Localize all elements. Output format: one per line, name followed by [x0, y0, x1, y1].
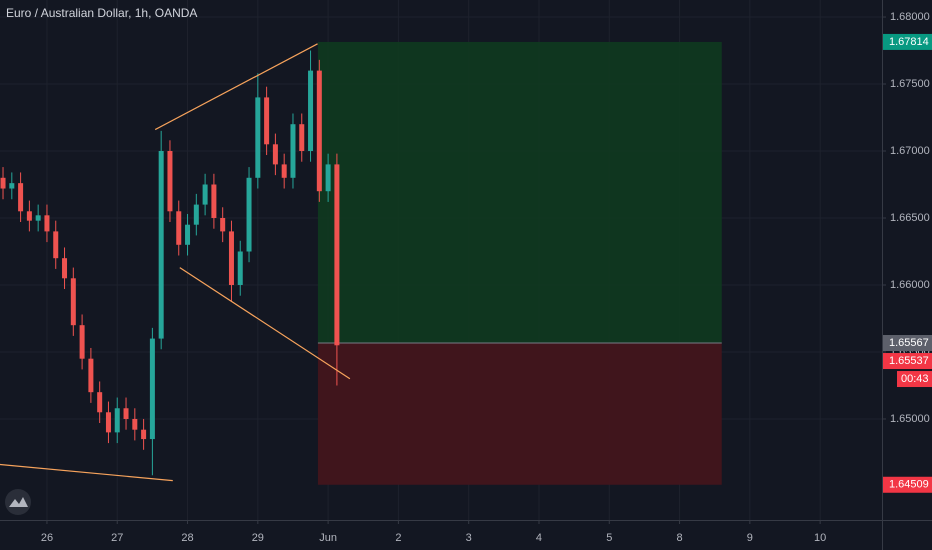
trend-line	[0, 463, 173, 482]
x-tick-label: 9	[747, 532, 753, 544]
profit-zone	[317, 41, 722, 344]
entry-label: 1.65567	[889, 337, 929, 349]
candle-body	[114, 408, 120, 433]
stop-label: 1.64509	[889, 479, 929, 491]
candle-body	[158, 151, 164, 339]
candle-body	[44, 215, 50, 232]
candle-body	[299, 124, 305, 152]
candle-body	[105, 412, 111, 433]
x-tick-label: 27	[111, 532, 123, 544]
candle-body	[211, 184, 217, 218]
y-tick-label: 1.66500	[890, 212, 930, 224]
x-tick-label: 26	[41, 532, 53, 544]
candle-body	[308, 70, 314, 152]
stop-label-box	[883, 476, 932, 493]
candle-body	[272, 144, 278, 165]
x-tick-label: 5	[606, 532, 612, 544]
candle-body	[202, 184, 208, 205]
candle-body	[18, 183, 24, 212]
x-tick-label: 10	[814, 532, 826, 544]
last-price-label-box	[883, 353, 932, 370]
trend-line	[154, 43, 318, 131]
candle-body	[70, 278, 76, 326]
x-tick-label: 4	[536, 532, 542, 544]
candle-body	[281, 164, 287, 178]
candle-body	[316, 70, 322, 192]
logo[interactable]	[5, 489, 31, 515]
candle-body	[26, 211, 32, 221]
candle-body	[255, 97, 261, 178]
trend-line	[179, 267, 351, 380]
chart-title: Euro / Australian Dollar, 1h, OANDA	[6, 6, 197, 20]
x-tick-label: 3	[466, 532, 472, 544]
candle-body	[35, 215, 41, 221]
candle-body	[176, 211, 182, 245]
candle-body	[79, 325, 85, 359]
logo-circle[interactable]	[5, 489, 31, 515]
target-label-box	[883, 33, 932, 50]
candle-body	[228, 231, 234, 285]
x-tick-label: 8	[677, 532, 683, 544]
plot	[0, 0, 882, 520]
x-tick-label: Jun	[319, 532, 337, 544]
candle-body	[62, 258, 68, 279]
candle-body	[141, 429, 147, 440]
x-tick-label: 29	[252, 532, 264, 544]
candle-body	[97, 392, 103, 413]
candle-body	[237, 251, 243, 285]
candle-body	[167, 151, 173, 212]
entry-label-box	[883, 335, 932, 352]
y-tick-label: 1.67500	[890, 78, 930, 90]
candle-body	[185, 224, 191, 245]
candle-body	[220, 217, 226, 232]
candle-body	[88, 358, 94, 393]
candle-body	[0, 177, 6, 189]
candle-body	[290, 124, 296, 178]
candle-body	[9, 183, 15, 189]
candle-body	[264, 97, 270, 145]
candle-body	[246, 177, 252, 252]
candle-body	[334, 164, 340, 346]
y-tick-label: 1.67000	[890, 145, 930, 157]
logo-icon[interactable]	[9, 497, 28, 507]
y-tick-label: 1.65000	[890, 413, 930, 425]
x-tick-label: 28	[181, 532, 193, 544]
loss-zone	[317, 343, 722, 485]
candle-body	[325, 164, 331, 192]
candle-body	[193, 204, 199, 225]
candle-body	[53, 231, 59, 259]
candle-body	[149, 338, 155, 440]
candle-body	[123, 408, 129, 419]
target-label: 1.67814	[889, 36, 929, 48]
y-tick-label: 1.68000	[890, 11, 930, 23]
x-tick-label: 2	[395, 532, 401, 544]
countdown-box	[897, 371, 932, 388]
y-tick-label: 1.66000	[890, 279, 930, 291]
candle-body	[132, 418, 138, 430]
last-price-label: 1.65537	[889, 355, 929, 367]
countdown: 00:43	[901, 373, 929, 385]
